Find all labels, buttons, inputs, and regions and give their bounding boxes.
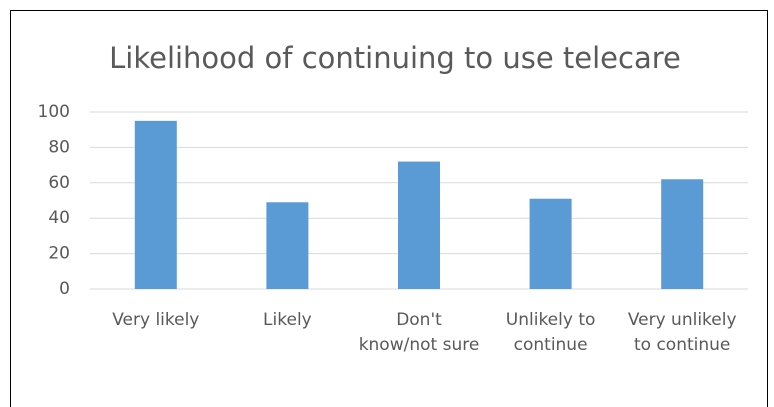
bar xyxy=(134,120,177,289)
bar xyxy=(529,198,572,289)
bar xyxy=(398,161,440,289)
y-tick-label: 40 xyxy=(48,208,70,228)
x-tick-label: Don't know/not sure xyxy=(358,310,480,355)
chart-title: Likelihood of continuing to use telecare xyxy=(109,41,681,75)
x-tick-label: Unlikely to continue xyxy=(505,310,596,355)
x-tick-label: Very unlikely to continue xyxy=(627,310,737,355)
y-tick-label: 60 xyxy=(48,173,70,193)
bar xyxy=(266,202,309,289)
y-tick-label: 0 xyxy=(59,279,70,299)
x-tick-label: Likely xyxy=(263,310,312,330)
y-tick-label: 20 xyxy=(48,244,70,264)
x-tick-label: Very likely xyxy=(112,310,200,330)
y-tick-label: 100 xyxy=(38,102,70,122)
bar xyxy=(661,179,704,289)
y-tick-label: 80 xyxy=(48,137,70,157)
